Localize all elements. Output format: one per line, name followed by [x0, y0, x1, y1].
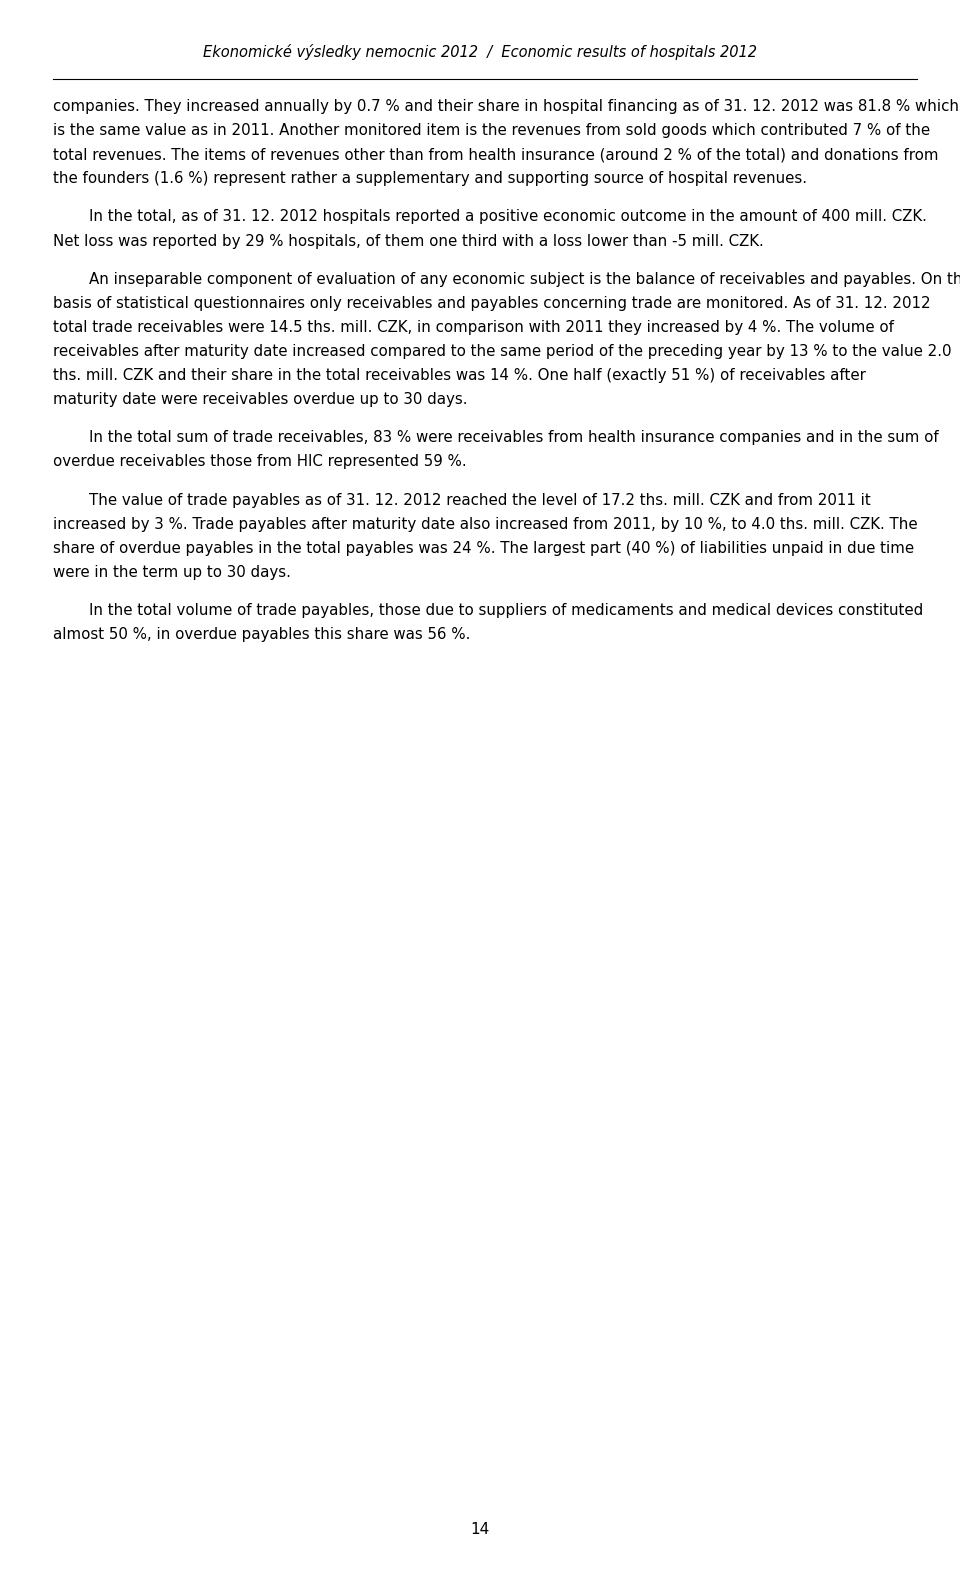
- Text: basis of statistical questionnaires only receivables and payables concerning tra: basis of statistical questionnaires only…: [53, 296, 930, 311]
- Text: total trade receivables were 14.5 ths. mill. CZK, in comparison with 2011 they i: total trade receivables were 14.5 ths. m…: [53, 321, 894, 335]
- Text: the founders (1.6 %) represent rather a supplementary and supporting source of h: the founders (1.6 %) represent rather a …: [53, 171, 806, 185]
- Text: share of overdue payables in the total payables was 24 %. The largest part (40 %: share of overdue payables in the total p…: [53, 541, 914, 556]
- Text: were in the term up to 30 days.: were in the term up to 30 days.: [53, 564, 291, 580]
- Text: Ekonomické výsledky nemocnic 2012  /  Economic results of hospitals 2012: Ekonomické výsledky nemocnic 2012 / Econ…: [203, 44, 757, 60]
- Text: The value of trade payables as of 31. 12. 2012 reached the level of 17.2 ths. mi: The value of trade payables as of 31. 12…: [89, 492, 871, 508]
- Text: almost 50 %, in overdue payables this share was 56 %.: almost 50 %, in overdue payables this sh…: [53, 627, 470, 643]
- Text: total revenues. The items of revenues other than from health insurance (around 2: total revenues. The items of revenues ot…: [53, 148, 938, 162]
- Text: Net loss was reported by 29 % hospitals, of them one third with a loss lower tha: Net loss was reported by 29 % hospitals,…: [53, 234, 763, 248]
- Text: overdue receivables those from HIC represented 59 %.: overdue receivables those from HIC repre…: [53, 454, 467, 470]
- Text: ths. mill. CZK and their share in the total receivables was 14 %. One half (exac: ths. mill. CZK and their share in the to…: [53, 368, 866, 384]
- Text: increased by 3 %. Trade payables after maturity date also increased from 2011, b: increased by 3 %. Trade payables after m…: [53, 517, 918, 531]
- Text: receivables after maturity date increased compared to the same period of the pre: receivables after maturity date increase…: [53, 344, 951, 358]
- Text: maturity date were receivables overdue up to 30 days.: maturity date were receivables overdue u…: [53, 391, 468, 407]
- Text: In the total volume of trade payables, those due to suppliers of medicaments and: In the total volume of trade payables, t…: [89, 604, 924, 618]
- Text: An inseparable component of evaluation of any economic subject is the balance of: An inseparable component of evaluation o…: [89, 272, 960, 286]
- Text: companies. They increased annually by 0.7 % and their share in hospital financin: companies. They increased annually by 0.…: [53, 99, 959, 115]
- Text: In the total sum of trade receivables, 83 % were receivables from health insuran: In the total sum of trade receivables, 8…: [89, 431, 939, 445]
- Text: is the same value as in 2011. Another monitored item is the revenues from sold g: is the same value as in 2011. Another mo…: [53, 123, 930, 138]
- Text: In the total, as of 31. 12. 2012 hospitals reported a positive economic outcome : In the total, as of 31. 12. 2012 hospita…: [89, 209, 927, 225]
- Text: 14: 14: [470, 1522, 490, 1537]
